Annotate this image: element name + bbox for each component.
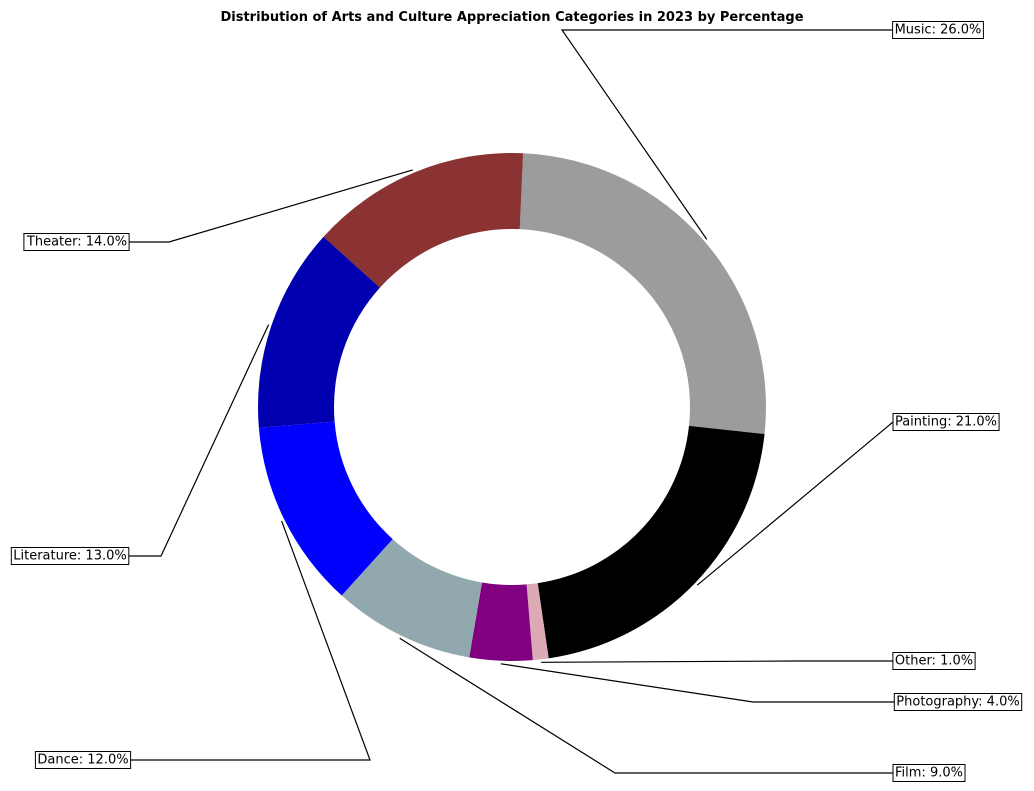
slice-label-box-painting [892, 413, 1000, 431]
leader-line-photography [500, 663, 895, 703]
slice-label-text-theater: Theater: 14.0% [26, 235, 127, 250]
slice-theater [323, 152, 524, 288]
slice-labels-layer: Music: 26.0% Painting: 21.0% Other: 1.0% Ph… [10, 21, 1023, 782]
leader-line-painting [696, 421, 894, 586]
leader-line-other [541, 660, 893, 663]
slice-label-text-film: Film: 9.0% [895, 766, 963, 781]
slice-label-photography: Photography: 4.0% [893, 693, 1023, 711]
slice-label-box-dance [34, 751, 132, 769]
leader-line-literature [128, 324, 270, 557]
slice-label-box-music [892, 21, 984, 39]
slice-label-box-film [892, 764, 966, 782]
slice-label-box-photography [893, 693, 1023, 711]
slice-music [519, 153, 766, 434]
slice-label-dance: Dance: 12.0% [34, 751, 132, 769]
leader-line-music [560, 29, 893, 240]
leader-line-dance [130, 520, 371, 761]
slice-label-film: Film: 9.0% [892, 764, 966, 782]
slice-label-painting: Painting: 21.0% [892, 413, 1000, 431]
slice-film [341, 539, 483, 658]
slice-label-music: Music: 26.0% [892, 21, 984, 39]
slice-label-box-literature [10, 547, 130, 565]
slice-label-text-literature: Literature: 13.0% [13, 549, 126, 564]
slice-other [526, 583, 549, 661]
slice-label-literature: Literature: 13.0% [10, 547, 130, 565]
slice-dance [258, 421, 393, 596]
slice-label-text-photography: Photography: 4.0% [896, 695, 1019, 710]
leader-line-theater [129, 169, 413, 243]
slice-label-box-theater [23, 233, 130, 251]
slices-layer [257, 152, 766, 662]
slice-label-other: Other: 1.0% [892, 652, 976, 670]
slice-label-text-dance: Dance: 12.0% [37, 753, 128, 768]
slice-label-theater: Theater: 14.0% [23, 233, 130, 251]
slice-label-text-other: Other: 1.0% [895, 654, 973, 669]
slice-painting [537, 425, 765, 659]
slice-label-box-other [892, 652, 976, 670]
slice-literature [257, 236, 380, 428]
leader-line-film [399, 637, 893, 774]
slice-photography [469, 582, 533, 662]
leader-lines-layer [128, 29, 895, 774]
slice-label-text-music: Music: 26.0% [895, 23, 982, 38]
slice-label-text-painting: Painting: 21.0% [895, 415, 997, 430]
chart-title: Distribution of Arts and Culture Appreci… [220, 10, 803, 25]
